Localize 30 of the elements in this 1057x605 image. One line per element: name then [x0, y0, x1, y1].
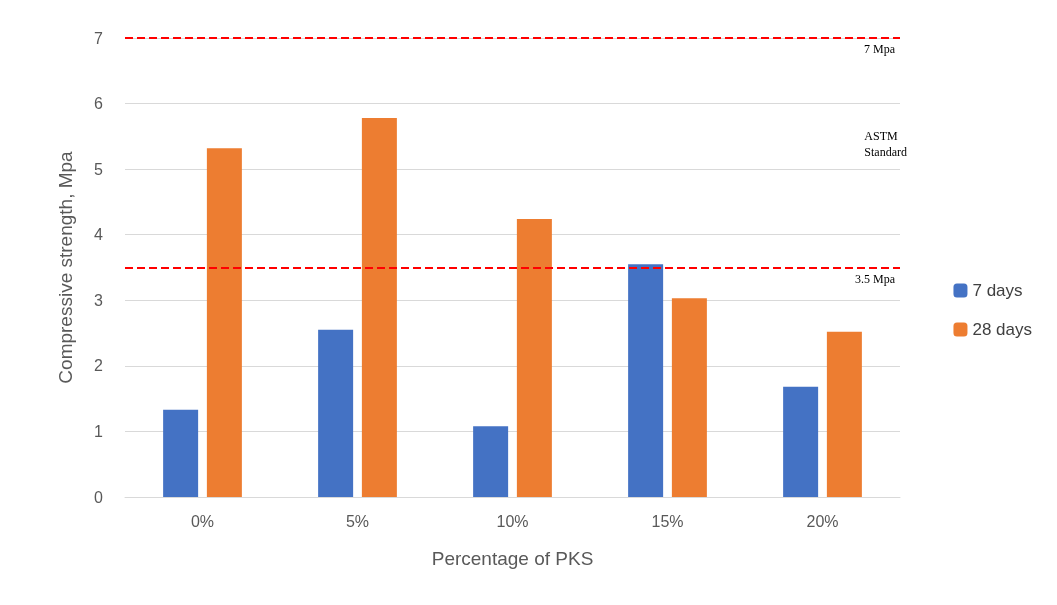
- y-tick-label: 4: [94, 226, 104, 244]
- annotation: ASTM Standard: [864, 129, 907, 159]
- bar: [361, 118, 397, 497]
- y-tick-label: 1: [94, 422, 104, 440]
- y-tick-label: 6: [94, 95, 104, 113]
- y-tick-label: 3: [94, 291, 104, 309]
- bar: [783, 386, 819, 497]
- legend-label: 28 days: [972, 320, 1033, 339]
- x-tick-label: 0%: [190, 512, 215, 530]
- y-tick-label: 0: [94, 488, 104, 506]
- y-axis-title: Compressive strength, Mpa: [55, 150, 76, 384]
- bar: [206, 148, 242, 497]
- ref-line-label: 3.5 Mpa: [855, 271, 896, 286]
- bar: [318, 329, 354, 497]
- bar: [516, 218, 552, 497]
- bar: [473, 426, 509, 497]
- x-tick-label: 10%: [496, 512, 529, 530]
- bar: [628, 264, 664, 497]
- x-tick-label: 5%: [345, 512, 370, 530]
- y-tick-label: 2: [94, 357, 104, 375]
- x-tick-label: 15%: [651, 512, 684, 530]
- x-axis-title: Percentage of PKS: [431, 548, 594, 569]
- y-tick-label: 5: [94, 160, 104, 178]
- x-tick-label: 20%: [806, 512, 839, 530]
- bar: [163, 409, 199, 497]
- bar: [671, 298, 707, 497]
- bar: [826, 331, 862, 497]
- legend-label: 7 days: [972, 281, 1023, 300]
- y-tick-label: 7: [94, 29, 104, 47]
- ref-line-label: 7 Mpa: [864, 42, 896, 56]
